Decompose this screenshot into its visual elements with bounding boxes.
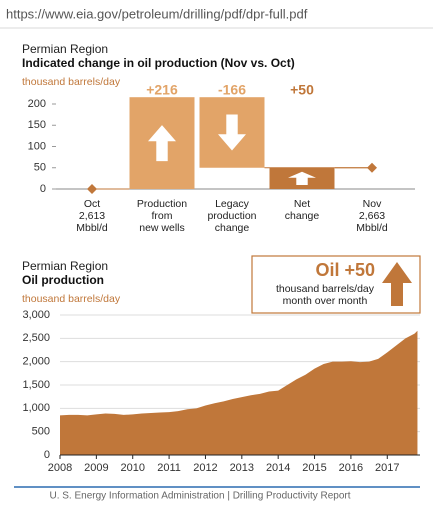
- x-tick-label: 2011: [157, 462, 181, 474]
- y-tick-label: 2,000: [22, 356, 50, 368]
- chart-subtitle: Permian Region: [22, 259, 108, 273]
- area: [60, 330, 418, 455]
- category-label: Production: [137, 198, 187, 210]
- x-tick-label: 2014: [266, 462, 290, 474]
- y-tick-label: 2,500: [22, 332, 50, 344]
- marker: [367, 162, 377, 173]
- y-tick-label: 50: [34, 162, 46, 174]
- x-tick-label: 2016: [339, 462, 363, 474]
- annotation-text: month over month: [283, 295, 368, 307]
- category-label: production: [207, 210, 256, 222]
- category-label: 2,613: [79, 210, 105, 222]
- marker: [87, 184, 97, 194]
- chart-subtitle: Permian Region: [22, 42, 108, 56]
- y-tick-label: 1,000: [22, 402, 50, 414]
- category-label: Mbbl/d: [356, 222, 388, 234]
- address-bar: [0, 0, 433, 28]
- y-tick-label: 200: [28, 98, 46, 110]
- y-tick-label: 0: [44, 449, 50, 461]
- y-axis-label: thousand barrels/day: [22, 76, 121, 88]
- chart-title: Oil production: [22, 273, 104, 287]
- arrow-icon: [218, 114, 246, 151]
- x-tick-label: 2008: [48, 462, 72, 474]
- arrow-icon: [288, 171, 316, 185]
- x-tick-label: 2017: [375, 462, 399, 474]
- category-label: Net: [294, 198, 310, 210]
- x-tick-label: 2013: [230, 462, 254, 474]
- value-label: +50: [290, 82, 314, 98]
- x-tick-label: 2015: [302, 462, 326, 474]
- y-tick-label: 100: [28, 140, 46, 152]
- category-label: 2,663: [359, 210, 385, 222]
- category-label: Legacy: [215, 198, 250, 210]
- chart-title: Indicated change in oil production (Nov …: [22, 56, 295, 70]
- category-label: from: [152, 210, 173, 222]
- category-label: Mbbl/d: [76, 222, 108, 234]
- arrow-icon: [148, 125, 176, 162]
- category-label: new wells: [139, 222, 185, 234]
- category-label: change: [285, 210, 320, 222]
- y-axis-label: thousand barrels/day: [22, 293, 121, 305]
- y-tick-label: 0: [40, 183, 46, 195]
- url[interactable]: https://www.eia.gov/petroleum/drilling/p…: [6, 6, 308, 21]
- annotation-arrow: [382, 262, 412, 306]
- y-tick-label: 1,500: [22, 379, 50, 391]
- category-label: Nov: [363, 198, 382, 210]
- y-tick-label: 150: [28, 119, 46, 131]
- x-tick-label: 2012: [193, 462, 217, 474]
- annotation-title: Oil +50: [315, 260, 375, 280]
- value-label: -166: [218, 82, 246, 98]
- y-tick-label: 3,000: [22, 309, 50, 321]
- annotation-text: thousand barrels/day: [276, 283, 375, 295]
- x-tick-label: 2010: [120, 462, 144, 474]
- value-label: +216: [146, 82, 178, 98]
- x-tick-label: 2009: [84, 462, 108, 474]
- category-label: change: [215, 222, 250, 234]
- footer: U. S. Energy Information Administration …: [49, 491, 350, 502]
- y-tick-label: 500: [32, 426, 50, 438]
- category-label: Oct: [84, 198, 100, 210]
